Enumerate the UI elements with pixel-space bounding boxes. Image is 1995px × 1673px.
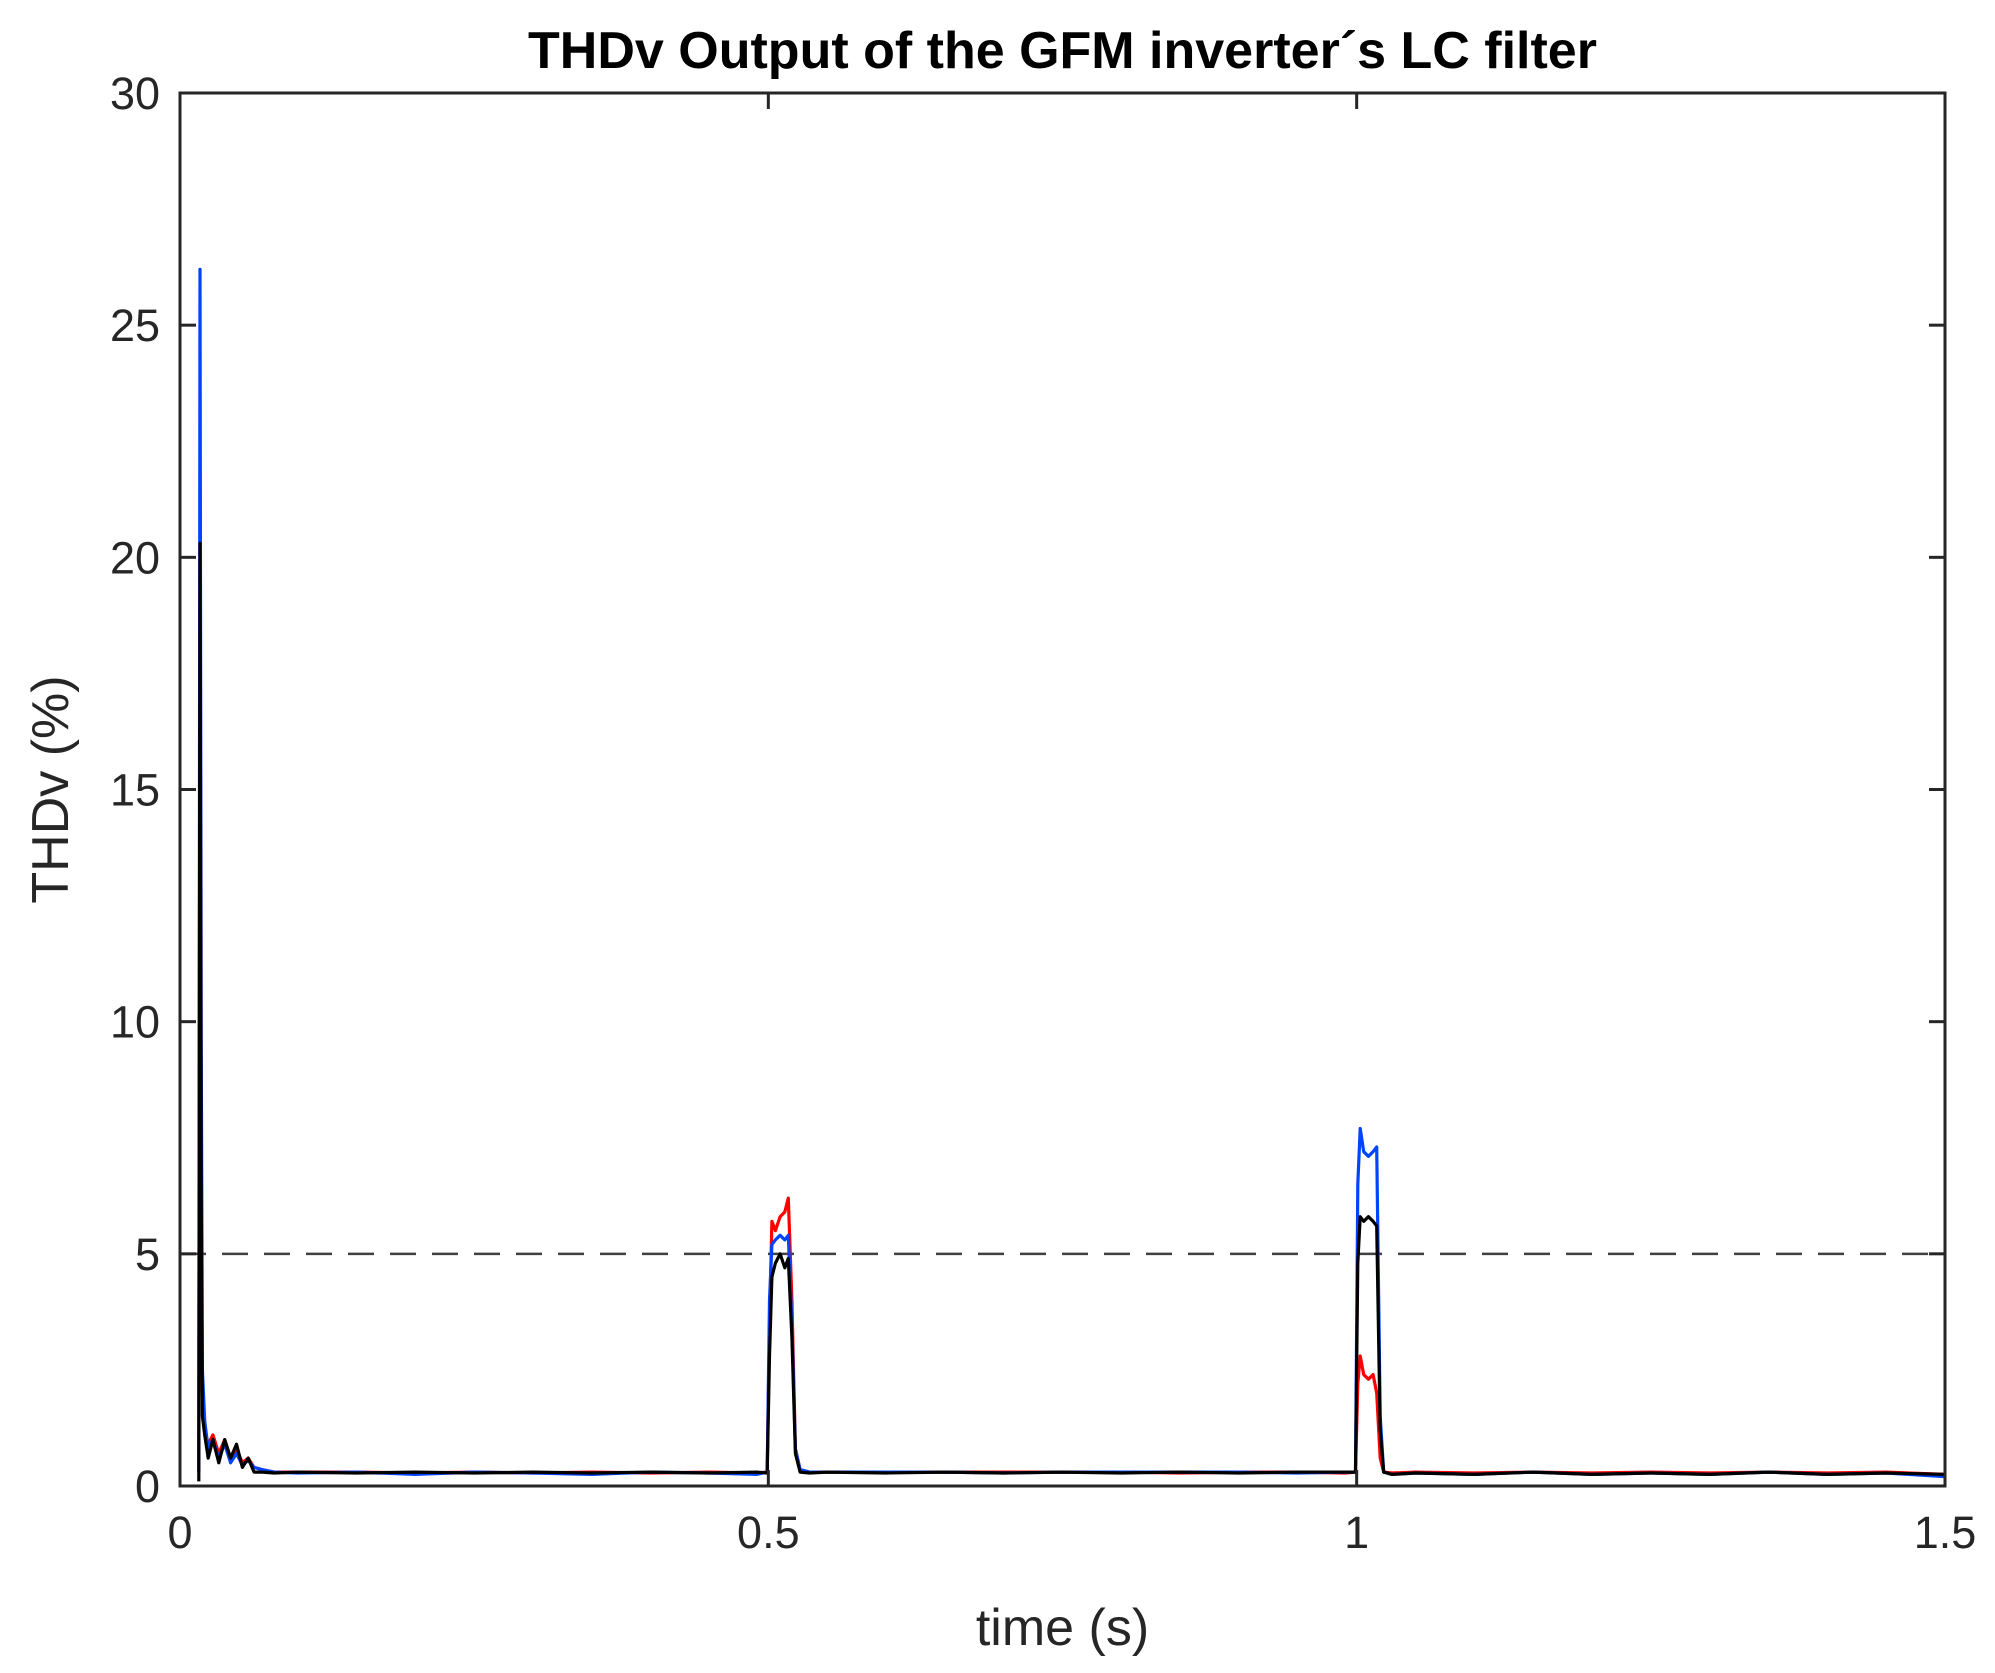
plot-frame xyxy=(178,91,1947,1488)
x-tick-label: 1 xyxy=(1344,1507,1369,1558)
x-axis-label: time (s) xyxy=(976,1599,1149,1657)
series-line-2 xyxy=(197,541,1946,1482)
plot-area xyxy=(180,93,1945,1486)
x-tick-label: 1.5 xyxy=(1914,1507,1977,1558)
y-tick-label: 10 xyxy=(110,997,160,1048)
y-tick-label: 15 xyxy=(110,765,160,816)
y-tick-label: 5 xyxy=(135,1229,160,1280)
y-tick-label: 0 xyxy=(135,1461,160,1512)
x-tick-label: 0 xyxy=(167,1507,192,1558)
y-tick-label: 25 xyxy=(110,300,160,351)
y-tick-label: 20 xyxy=(110,532,160,583)
chart-title: THDv Output of the GFM inverter´s LC fil… xyxy=(528,22,1597,80)
y-axis-label: THDv (%) xyxy=(22,675,80,903)
y-tick-label: 30 xyxy=(110,68,160,119)
x-tick-label: 0.5 xyxy=(737,1507,800,1558)
series-layer xyxy=(197,267,1946,1482)
